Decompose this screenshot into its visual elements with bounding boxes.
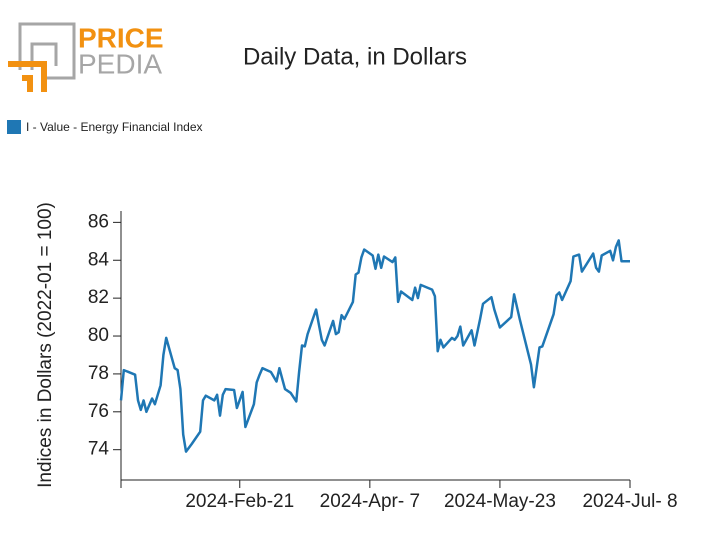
legend-label: I - Value - Energy Financial Index xyxy=(26,120,203,134)
y-axis-label: Indices in Dollars (2022-01 = 100) xyxy=(35,202,56,488)
x-tick-label: 2024-Apr- 7 xyxy=(320,491,420,512)
x-tick-label: 2024-Jul- 8 xyxy=(582,491,677,512)
y-tick-label: 82 xyxy=(88,287,109,308)
y-tick-label: 80 xyxy=(88,325,109,346)
x-tick-label: 2024-May-23 xyxy=(444,491,556,512)
chart-title: Daily Data, in Dollars xyxy=(243,43,467,70)
x-tick-label: 2024-Feb-21 xyxy=(185,491,294,512)
y-tick-label: 86 xyxy=(88,211,109,232)
logo: PRICE PEDIA xyxy=(8,22,164,92)
logo-text: PRICE xyxy=(78,22,164,53)
series-line xyxy=(119,239,630,453)
legend-swatch xyxy=(7,120,21,134)
y-tick-label: 84 xyxy=(88,249,110,270)
y-tick-label: 78 xyxy=(88,363,109,384)
logo-mark xyxy=(22,75,33,92)
logo-mark xyxy=(30,42,58,70)
logo-text: PEDIA xyxy=(78,48,162,79)
y-tick-label: 76 xyxy=(88,401,109,422)
y-tick-label: 74 xyxy=(88,439,110,460)
logo-mark xyxy=(18,22,76,80)
logo-mark xyxy=(8,61,47,92)
